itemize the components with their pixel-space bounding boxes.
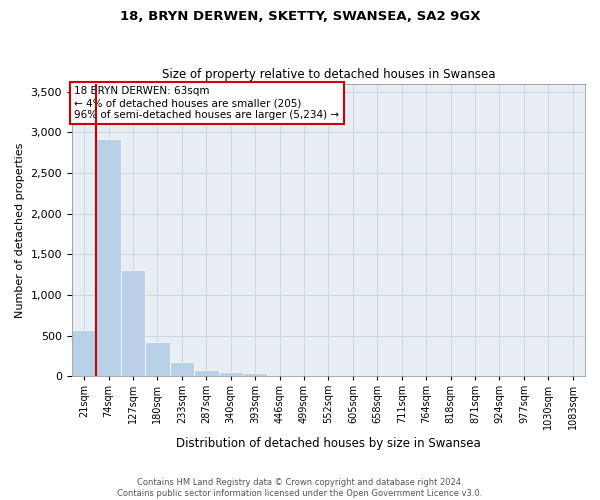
- Y-axis label: Number of detached properties: Number of detached properties: [15, 142, 25, 318]
- Bar: [121, 270, 145, 376]
- Bar: [72, 330, 97, 376]
- X-axis label: Distribution of detached houses by size in Swansea: Distribution of detached houses by size …: [176, 437, 481, 450]
- Bar: [170, 362, 194, 376]
- Text: 18, BRYN DERWEN, SKETTY, SWANSEA, SA2 9GX: 18, BRYN DERWEN, SKETTY, SWANSEA, SA2 9G…: [120, 10, 480, 23]
- Bar: [194, 370, 218, 376]
- Text: 18 BRYN DERWEN: 63sqm
← 4% of detached houses are smaller (205)
96% of semi-deta: 18 BRYN DERWEN: 63sqm ← 4% of detached h…: [74, 86, 340, 120]
- Bar: [218, 372, 243, 376]
- Bar: [97, 139, 121, 376]
- Title: Size of property relative to detached houses in Swansea: Size of property relative to detached ho…: [162, 68, 495, 81]
- Bar: [145, 342, 170, 376]
- Bar: [243, 373, 268, 376]
- Text: Contains HM Land Registry data © Crown copyright and database right 2024.
Contai: Contains HM Land Registry data © Crown c…: [118, 478, 482, 498]
